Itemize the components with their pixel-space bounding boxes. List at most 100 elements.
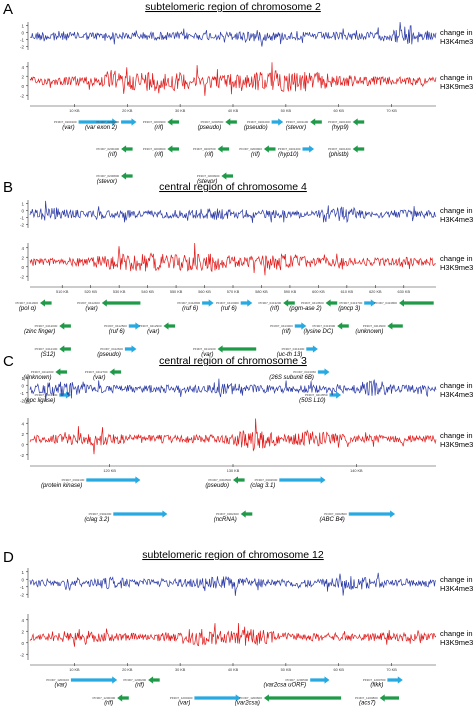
gene-name: (rif) bbox=[135, 683, 144, 689]
gene-id: PF3D7_0302500 bbox=[208, 478, 231, 482]
x-tick-label: 40 KB bbox=[228, 109, 239, 113]
panel-letter: C bbox=[3, 353, 14, 370]
gene-id: PF3D7_0413450 bbox=[293, 370, 316, 374]
gene-arrow bbox=[217, 345, 257, 353]
gene-id: PF3D7_0412000 bbox=[35, 324, 58, 328]
gene-arrow bbox=[240, 510, 253, 518]
gene-id: PF3D7_0200900 bbox=[239, 147, 262, 151]
x-tick-label: 10 KB bbox=[69, 668, 80, 672]
gene-id: PF3D7_0200400 bbox=[96, 147, 119, 151]
gene-name: (ppc ligase) bbox=[24, 398, 55, 404]
x-tick-label: 20 KB bbox=[122, 109, 133, 113]
gene-annotation: PF3D7_0201400(phistb) bbox=[328, 145, 365, 158]
gene-id: PF3D7_1200100 bbox=[46, 678, 69, 682]
gene-arrow bbox=[109, 368, 122, 376]
gene-name: (pseudo) bbox=[97, 352, 121, 358]
gene-annotation: PF3D7_0302400(ncRNA) bbox=[214, 510, 253, 523]
gene-name: (ABC B4) bbox=[319, 517, 344, 523]
x-tick-label: 530 KB bbox=[113, 290, 126, 294]
h3k4me3-series-line bbox=[29, 572, 436, 596]
x-tick-label: 40 KB bbox=[228, 668, 239, 672]
gene-annotation: PF3D7_0201300(hyp9) bbox=[328, 118, 365, 131]
gene-name: (clag 3.1) bbox=[250, 483, 275, 489]
gene-id: PF3D7_0201100 bbox=[286, 120, 309, 124]
h3k4me3-label-line2: H3K4me3 bbox=[440, 390, 473, 399]
h3k4me3-label-line2: H3K4me3 bbox=[440, 215, 473, 224]
gene-name: (var) bbox=[62, 125, 74, 131]
x-tick-label: 550 KB bbox=[170, 290, 183, 294]
gene-arrow bbox=[271, 118, 284, 126]
gene-name: (rif) bbox=[270, 306, 279, 312]
gene-annotation: PF3D7_0200400(rif) bbox=[96, 145, 133, 158]
gene-arrow bbox=[399, 299, 434, 307]
h3k9me3-label-line1: change in bbox=[440, 431, 473, 440]
gene-id: PF3D7_0413100 bbox=[193, 347, 216, 351]
gene-arrow bbox=[225, 118, 237, 126]
gene-arrow bbox=[283, 299, 295, 307]
gene-id: PF3D7_1200200 bbox=[123, 678, 146, 682]
gene-arrow bbox=[306, 345, 318, 353]
gene-name: (protein kinase) bbox=[41, 483, 82, 489]
gene-id: PF3D7_0200600 bbox=[143, 147, 166, 151]
h3k4me3-series-line bbox=[29, 200, 437, 224]
gene-annotation: PF3D7_0412700(var) bbox=[85, 368, 122, 381]
x-tick-label: 130 KB bbox=[227, 469, 240, 473]
gene-annotation: PF3D7_0412400(var) bbox=[77, 299, 141, 312]
y-tick-label: -2 bbox=[20, 223, 24, 228]
gene-arrow bbox=[302, 145, 315, 153]
gene-arrow bbox=[86, 476, 141, 484]
gene-annotation: PF3D7_1200600(var2csa) bbox=[235, 694, 342, 706]
gene-arrow bbox=[128, 322, 141, 330]
gene-name: (fikk) bbox=[370, 683, 383, 689]
y-tick-label: 4 bbox=[21, 618, 24, 623]
gene-id: PF3D7_0200900 bbox=[197, 174, 220, 178]
h3k4me3-series-line bbox=[29, 378, 437, 401]
gene-arrow bbox=[70, 676, 118, 684]
gene-annotation: PF3D7_0201100(stevor) bbox=[286, 118, 322, 131]
y-tick-label: 2 bbox=[21, 432, 24, 437]
y-tick-label: 2 bbox=[21, 629, 24, 634]
x-tick-label: 560 KB bbox=[198, 290, 211, 294]
gene-annotation: PF3D7_0411900(pol α) bbox=[16, 299, 52, 312]
gene-annotation: PF3D7_1200100(var) bbox=[46, 676, 118, 689]
panel-letter: D bbox=[3, 549, 14, 566]
gene-annotation: PF3D7_0302500(pseudo) bbox=[205, 476, 245, 489]
y-tick-label: -2 bbox=[20, 398, 24, 403]
gene-name: (rif) bbox=[154, 125, 163, 131]
gene-name: (var exon 2) bbox=[85, 125, 117, 131]
gene-annotation: PF3D7_0412900(var) bbox=[139, 322, 176, 335]
x-tick-label: 510 KB bbox=[56, 290, 69, 294]
gene-name: (pseudo) bbox=[198, 125, 222, 131]
panel-title: subtelomeric region of chromosome 12 bbox=[142, 549, 324, 561]
gene-annotation: PF3D7_0201200(hyp10) bbox=[278, 145, 315, 158]
x-tick-label: 50 KB bbox=[281, 668, 292, 672]
x-tick-label: 520 KB bbox=[84, 290, 97, 294]
gene-id: PF3D7_0412700 bbox=[85, 370, 108, 374]
gene-annotation: PF3D7_0200800(stevor) bbox=[96, 172, 133, 185]
gene-name: (ruf 6) bbox=[221, 306, 237, 312]
gene-arrow bbox=[233, 476, 245, 484]
y-tick-label: 1 bbox=[21, 24, 24, 29]
gene-arrow bbox=[194, 694, 241, 702]
gene-annotation: PF3D7_0200200(var exon 2) bbox=[85, 118, 137, 131]
h3k4me3-label-line1: change in bbox=[440, 206, 473, 215]
gene-id: PF3D7_0412400 bbox=[77, 301, 100, 305]
gene-id: PF3D7_0413700 bbox=[340, 301, 363, 305]
gene-arrow bbox=[263, 145, 276, 153]
gene-name: (ruf 6) bbox=[182, 306, 198, 312]
gene-annotation: PF3D7_0412000(zinc finger) bbox=[24, 322, 71, 335]
gene-name: (var) bbox=[55, 683, 67, 689]
gene-id: PF3D7_0201400 bbox=[328, 147, 351, 151]
gene-arrow bbox=[167, 118, 179, 126]
h3k9me3-series-line bbox=[29, 418, 437, 455]
gene-arrow bbox=[163, 322, 176, 330]
y-tick-label: -1 bbox=[20, 38, 24, 43]
h3k9me3-series-line bbox=[29, 622, 437, 647]
gene-id: PF3D7_1200400 bbox=[170, 696, 193, 700]
gene-arrow bbox=[387, 322, 403, 330]
h3k4me3-label-line1: change in bbox=[440, 381, 473, 390]
gene-id: PF3D7_0200800 bbox=[96, 174, 119, 178]
x-tick-label: 60 KB bbox=[334, 109, 345, 113]
gene-arrow bbox=[59, 345, 71, 353]
